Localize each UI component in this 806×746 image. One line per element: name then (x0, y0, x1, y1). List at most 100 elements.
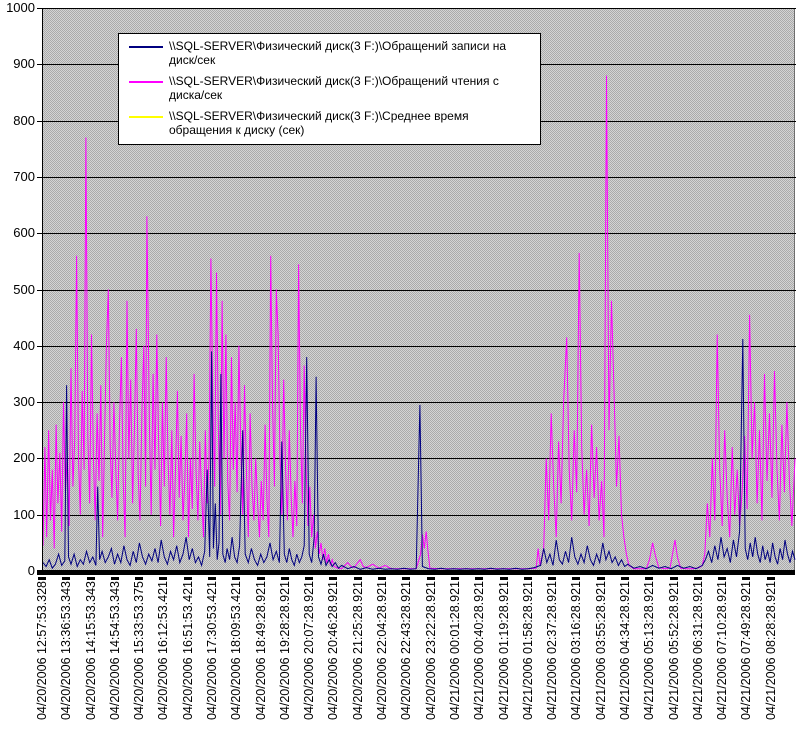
x-axis-label: 04/21/2006 05:52:28.921 (667, 581, 681, 721)
y-axis-tick (37, 570, 42, 571)
y-axis-label: 200 (13, 450, 35, 465)
y-axis-label: 1000 (6, 0, 35, 15)
x-axis-tick (621, 577, 629, 580)
x-axis-tick (694, 577, 702, 580)
x-axis-label: 04/21/2006 03:16:28.921 (569, 581, 583, 721)
x-axis-label: 04/21/2006 03:55:28.921 (594, 581, 608, 721)
series-read-line (43, 75, 796, 570)
x-axis-label: 04/20/2006 14:15:53.343 (84, 581, 98, 721)
x-axis-tick (135, 577, 143, 580)
x-axis-tick (305, 577, 313, 580)
x-axis-label: 04/20/2006 22:43:28.921 (399, 581, 413, 721)
x-axis-label: 04/20/2006 23:22:28.921 (424, 581, 438, 721)
y-axis-label: 100 (13, 507, 35, 522)
x-axis-tick (767, 577, 775, 580)
x-axis-tick (548, 577, 556, 580)
y-axis-label: 700 (13, 169, 35, 184)
x-axis-label: 04/20/2006 20:07:28.921 (302, 581, 316, 721)
y-axis-tick (37, 64, 42, 65)
x-axis-label: 04/21/2006 07:10:28.921 (715, 581, 729, 721)
y-axis-label: 300 (13, 394, 35, 409)
x-axis-tick (281, 577, 289, 580)
x-axis-tick (257, 577, 265, 580)
x-axis-label: 04/21/2006 06:31:28.921 (691, 581, 705, 721)
x-axis-label: 04/21/2006 02:37:28.921 (545, 581, 559, 721)
legend: \\SQL-SERVER\Физический диск(3 F:)\Обращ… (118, 33, 541, 145)
legend-line-avg (129, 116, 163, 118)
x-axis-tick (87, 577, 95, 580)
legend-item-read: \\SQL-SERVER\Физический диск(3 F:)\Обращ… (129, 74, 540, 102)
y-axis-label: 800 (13, 113, 35, 128)
legend-item-write: \\SQL-SERVER\Физический диск(3 F:)\Обращ… (129, 39, 540, 67)
x-axis-tick (184, 577, 192, 580)
x-axis-label: 04/20/2006 12:57:53.328 (35, 581, 49, 721)
x-axis-tick (38, 577, 46, 580)
y-axis-tick (37, 515, 42, 516)
x-axis-tick (354, 577, 362, 580)
legend-line-read (129, 81, 163, 83)
x-axis-tick (208, 577, 216, 580)
x-axis-label: 04/21/2006 08:28:28.921 (764, 581, 778, 721)
x-axis-label: 04/20/2006 18:49:28.921 (254, 581, 268, 721)
series-write-line (43, 338, 796, 570)
y-axis-tick (37, 458, 42, 459)
x-axis-label: 04/21/2006 04:34:28.921 (618, 581, 632, 721)
x-axis-tick (572, 577, 580, 580)
x-axis-label: 04/20/2006 17:30:53.421 (205, 581, 219, 721)
legend-line-sample-read (129, 74, 169, 89)
x-axis-label: 04/20/2006 13:36:53.343 (59, 581, 73, 721)
x-axis-tick (524, 577, 532, 580)
y-axis-tick (37, 402, 42, 403)
x-axis-label: 04/20/2006 16:51:53.421 (181, 581, 195, 721)
y-axis-tick (37, 177, 42, 178)
y-axis-tick (37, 233, 42, 234)
x-axis-tick (329, 577, 337, 580)
x-axis-line (37, 570, 795, 575)
x-axis-tick (742, 577, 750, 580)
y-axis-label: 400 (13, 338, 35, 353)
x-axis-tick (111, 577, 119, 580)
legend-label-read: \\SQL-SERVER\Физический диск(3 F:)\Обращ… (169, 74, 499, 102)
y-axis-tick (37, 290, 42, 291)
x-axis-tick (475, 577, 483, 580)
legend-label-write: \\SQL-SERVER\Физический диск(3 F:)\Обращ… (169, 39, 507, 67)
y-axis-label: 0 (27, 563, 35, 578)
x-axis-label: 04/20/2006 20:46:28.921 (326, 581, 340, 721)
x-axis-label: 04/21/2006 01:19:28.921 (497, 581, 511, 721)
x-axis-label: 04/21/2006 00:40:28.921 (472, 581, 486, 721)
y-axis-tick (37, 121, 42, 122)
x-axis-label: 04/20/2006 22:04:28.921 (375, 581, 389, 721)
x-axis-label: 04/20/2006 21:25:28.921 (351, 581, 365, 721)
x-axis-label: 04/20/2006 18:09:53.421 (229, 581, 243, 721)
x-axis-tick (670, 577, 678, 580)
y-axis-label: 500 (13, 282, 35, 297)
y-axis-tick (37, 8, 42, 9)
x-axis-label: 04/21/2006 01:58:28.921 (521, 581, 535, 721)
x-axis-tick (378, 577, 386, 580)
x-axis-label: 04/20/2006 14:54:53.343 (108, 581, 122, 721)
x-axis-label: 04/20/2006 15:33:53.375 (132, 581, 146, 721)
y-axis-label: 600 (13, 225, 35, 240)
x-axis-tick (159, 577, 167, 580)
x-axis-tick (402, 577, 410, 580)
x-axis-label: 04/21/2006 07:49:28.921 (739, 581, 753, 721)
x-axis-label: 04/21/2006 05:13:28.921 (642, 581, 656, 721)
x-axis-label: 04/20/2006 19:28:28.921 (278, 581, 292, 721)
legend-line-write (129, 46, 163, 48)
legend-line-sample-avg (129, 109, 169, 124)
x-axis-label: 04/20/2006 16:12:53.421 (156, 581, 170, 721)
y-axis-label: 900 (13, 56, 35, 71)
x-axis-label: 04/21/2006 00:01:28.921 (448, 581, 462, 721)
x-axis-tick (718, 577, 726, 580)
x-axis-tick (427, 577, 435, 580)
x-axis-tick (597, 577, 605, 580)
x-axis-tick (451, 577, 459, 580)
legend-label-avg: \\SQL-SERVER\Физический диск(3 F:)\Средн… (169, 109, 469, 137)
x-axis-tick (500, 577, 508, 580)
x-axis-tick (62, 577, 70, 580)
y-axis-tick (37, 346, 42, 347)
x-axis-tick (232, 577, 240, 580)
x-axis-tick (645, 577, 653, 580)
legend-line-sample-write (129, 39, 169, 54)
